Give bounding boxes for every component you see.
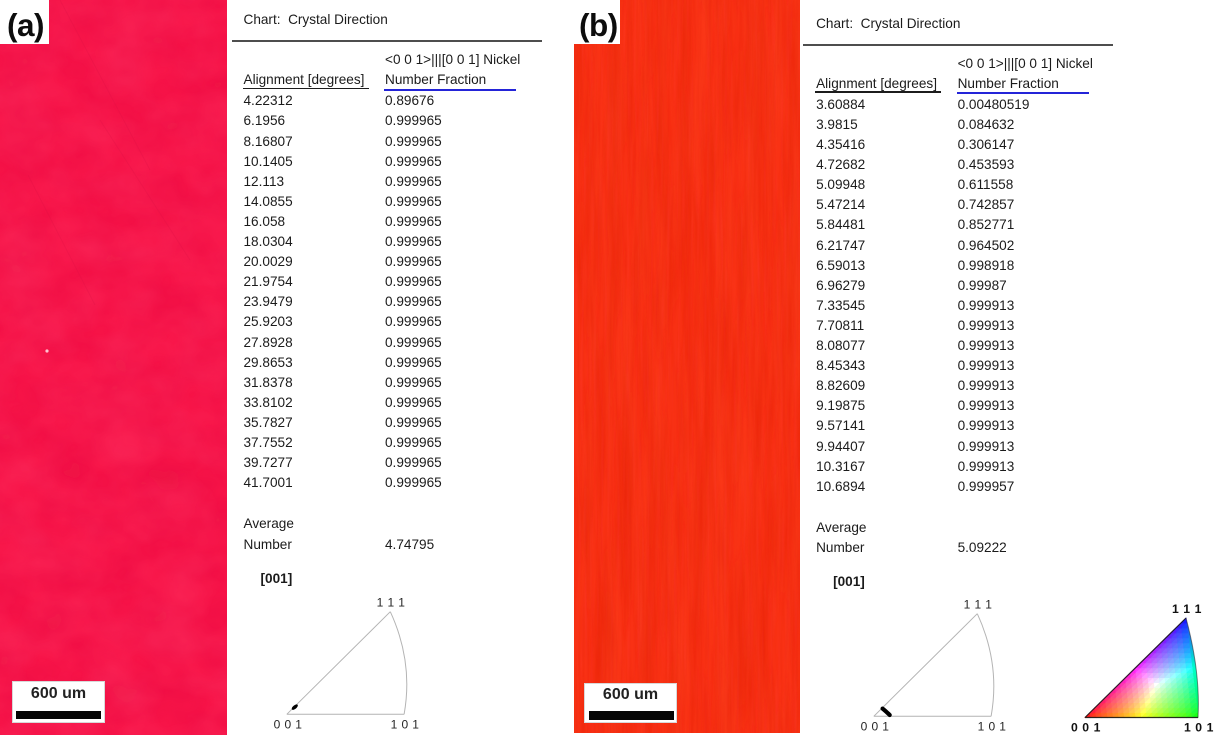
svg-text:0 0 1: 0 0 1 [861,719,890,733]
svg-text:1 1 1: 1 1 1 [1172,602,1202,616]
svg-text:0 0 1: 0 0 1 [1071,721,1101,735]
svg-text:1 1 1: 1 1 1 [964,597,993,611]
svg-text:1 1 1: 1 1 1 [377,596,406,610]
svg-text:0 0 1: 0 0 1 [274,718,303,732]
svg-text:1 0 1: 1 0 1 [978,719,1007,733]
svg-text:1 0 1: 1 0 1 [1184,721,1214,735]
svg-text:1 0 1: 1 0 1 [391,718,420,732]
